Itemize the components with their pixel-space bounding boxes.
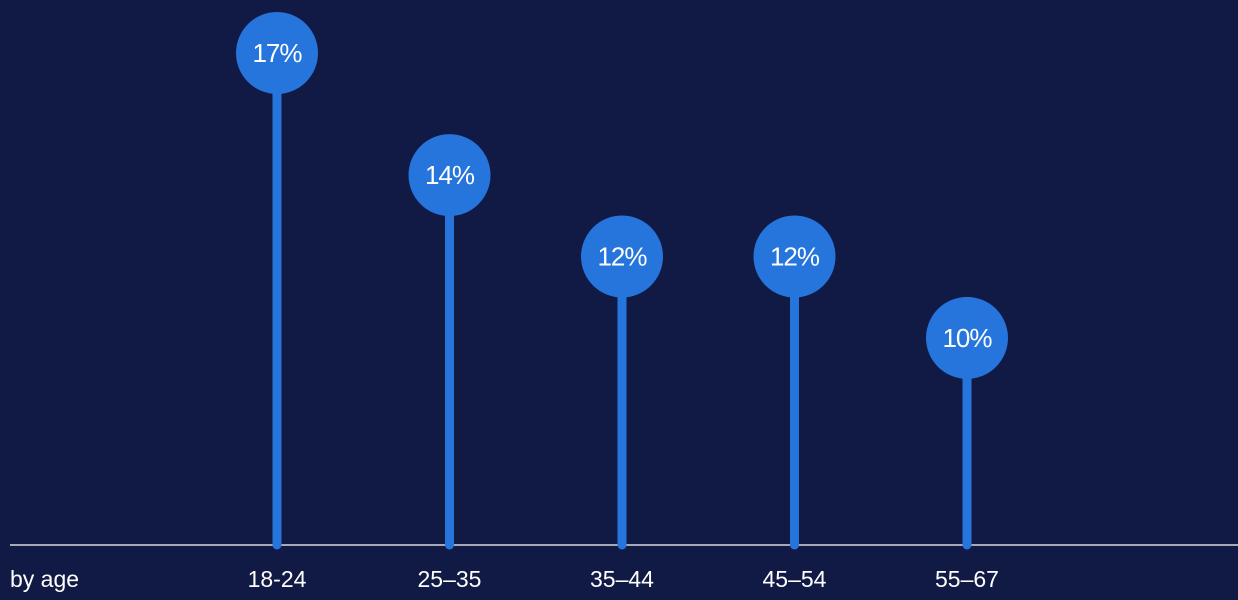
value-label: 12% xyxy=(597,242,647,272)
value-label: 10% xyxy=(942,323,992,353)
category-tick-label: 25–35 xyxy=(418,566,482,592)
lollipop-head xyxy=(926,296,1008,379)
lollipop-head xyxy=(581,215,663,298)
category-tick-label: 35–44 xyxy=(590,566,654,592)
lollipop-head xyxy=(236,12,318,94)
category-tick-label: 55–67 xyxy=(935,566,999,592)
value-label: 12% xyxy=(770,242,820,272)
value-label: 17% xyxy=(252,38,302,68)
lollipop-head xyxy=(408,134,491,217)
lollipop-head xyxy=(753,215,836,298)
category-tick-label: 18-24 xyxy=(248,566,307,592)
category-axis-label: by age xyxy=(10,566,79,592)
value-label: 14% xyxy=(425,160,475,190)
category-tick-label: 45–54 xyxy=(763,566,827,592)
